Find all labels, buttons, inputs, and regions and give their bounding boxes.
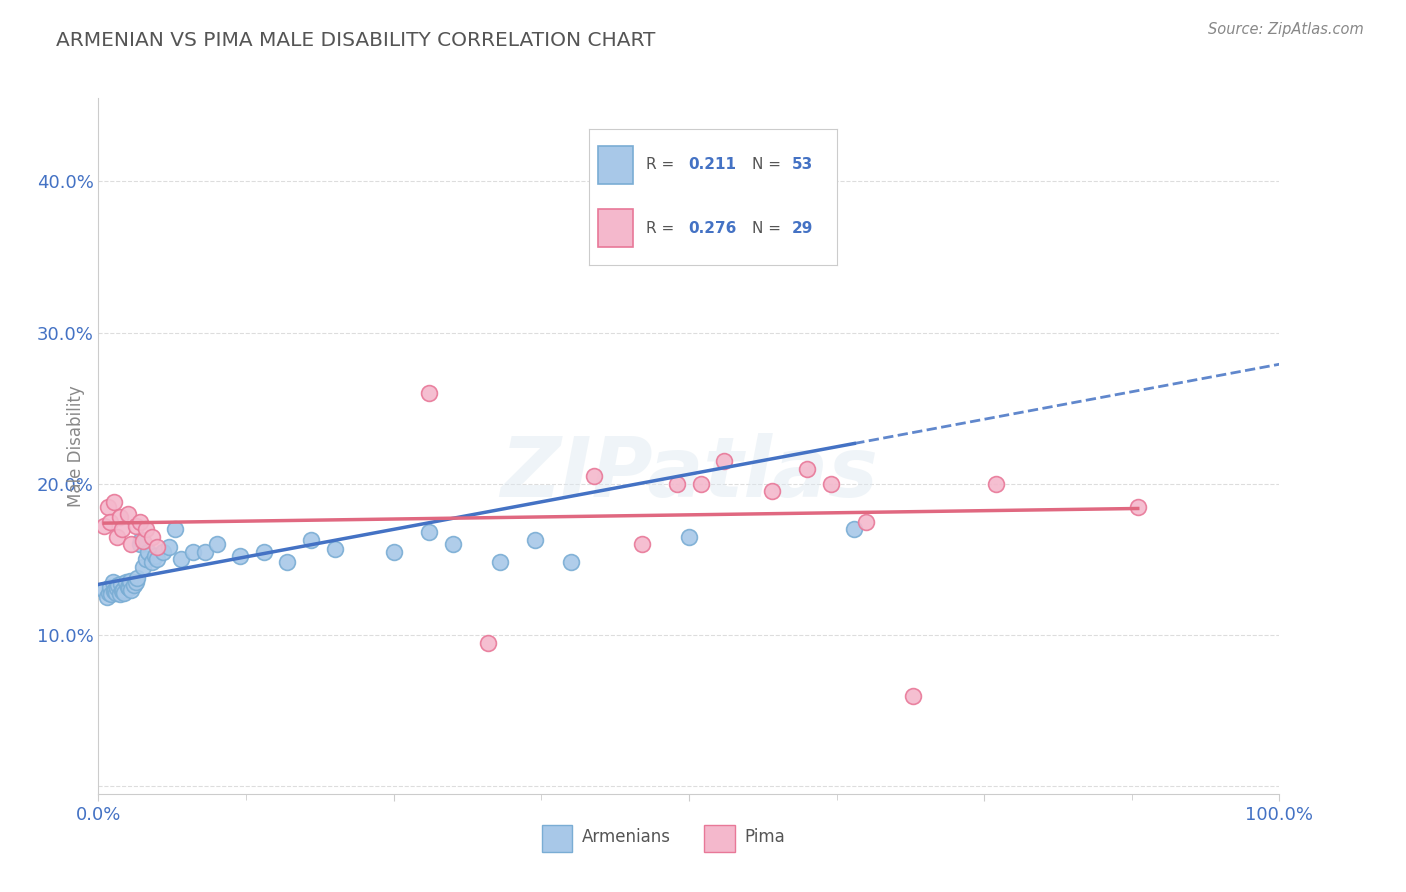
Point xyxy=(170,552,193,566)
Point xyxy=(194,545,217,559)
Point xyxy=(146,552,169,566)
Point xyxy=(125,575,148,590)
Point xyxy=(111,584,134,599)
Point xyxy=(112,582,135,597)
Point xyxy=(97,500,120,514)
Point xyxy=(108,510,131,524)
Point xyxy=(121,537,143,551)
Point xyxy=(165,522,187,536)
Point xyxy=(489,556,512,570)
Point xyxy=(205,537,228,551)
Point xyxy=(323,541,346,556)
Point xyxy=(796,461,818,475)
Point xyxy=(105,581,128,595)
Point xyxy=(630,537,652,551)
Point xyxy=(105,530,128,544)
Point xyxy=(108,587,131,601)
Point xyxy=(157,541,180,555)
Point xyxy=(146,541,169,555)
Point xyxy=(903,689,925,703)
Point xyxy=(299,533,322,547)
Point xyxy=(253,545,276,559)
Point xyxy=(713,454,735,468)
Point xyxy=(666,476,689,491)
Point xyxy=(229,549,252,564)
Point xyxy=(117,580,139,594)
Point xyxy=(276,556,298,570)
Point xyxy=(98,580,121,594)
Point xyxy=(104,582,127,597)
Point xyxy=(128,537,150,551)
Point xyxy=(110,576,132,591)
Point xyxy=(136,545,159,559)
Point xyxy=(135,522,157,536)
Text: ZIPatlas: ZIPatlas xyxy=(501,434,877,515)
Point xyxy=(583,469,606,483)
Point xyxy=(111,522,134,536)
Point xyxy=(141,530,163,544)
Point xyxy=(117,507,139,521)
Point xyxy=(1126,500,1149,514)
Point xyxy=(98,515,121,529)
Point xyxy=(114,575,136,590)
Point xyxy=(524,533,547,547)
Point xyxy=(984,476,1007,491)
Point xyxy=(103,495,125,509)
Point xyxy=(761,189,783,203)
Point xyxy=(560,556,582,570)
Point xyxy=(141,556,163,570)
Point xyxy=(418,386,440,401)
Point xyxy=(128,515,150,529)
Point xyxy=(689,476,711,491)
Point xyxy=(98,585,121,599)
Point xyxy=(418,525,440,540)
Point xyxy=(477,635,499,649)
Point xyxy=(93,582,115,597)
Point xyxy=(129,533,152,547)
Point xyxy=(152,545,174,559)
Point xyxy=(855,515,877,529)
Point xyxy=(118,581,141,595)
Point xyxy=(112,585,135,599)
Point xyxy=(181,545,204,559)
Text: Source: ZipAtlas.com: Source: ZipAtlas.com xyxy=(1208,22,1364,37)
Point xyxy=(135,552,157,566)
Point xyxy=(103,584,125,599)
Point xyxy=(132,560,155,574)
Point xyxy=(121,582,143,597)
Point xyxy=(382,545,405,559)
Point xyxy=(101,575,124,590)
Point xyxy=(441,537,464,551)
Point xyxy=(844,522,866,536)
Point xyxy=(761,484,783,499)
Point xyxy=(93,519,115,533)
Point xyxy=(143,549,166,564)
Point xyxy=(107,578,129,592)
Point xyxy=(122,578,145,592)
Point xyxy=(132,534,155,549)
Point xyxy=(120,574,142,588)
Y-axis label: Male Disability: Male Disability xyxy=(66,385,84,507)
Point xyxy=(678,530,700,544)
Text: ARMENIAN VS PIMA MALE DISABILITY CORRELATION CHART: ARMENIAN VS PIMA MALE DISABILITY CORRELA… xyxy=(56,31,655,50)
Point xyxy=(100,587,122,601)
Point xyxy=(127,571,149,585)
Point xyxy=(96,591,118,605)
Point xyxy=(125,519,148,533)
Point xyxy=(820,476,842,491)
Point xyxy=(105,585,128,599)
